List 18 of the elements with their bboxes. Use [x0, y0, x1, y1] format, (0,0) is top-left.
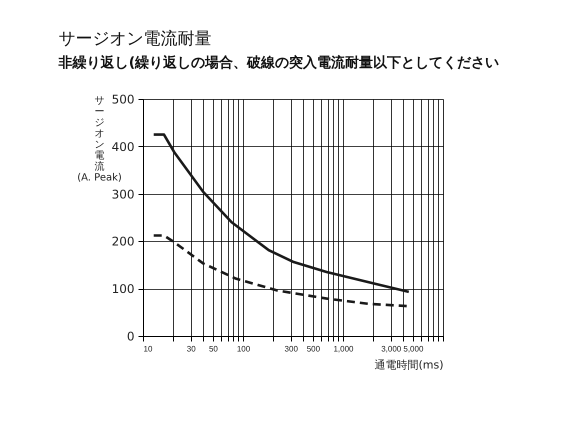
chart-subtitle: 非繰り返し(繰り返しの場合、破線の突入電流耐量以下としてください — [58, 54, 500, 71]
x-tick-label: 1,000 — [333, 344, 354, 354]
x-tick-label: 100 — [236, 344, 251, 354]
x-tick-label: 300 — [284, 344, 298, 354]
x-tick-label: 500 — [306, 344, 321, 354]
y-tick-label: 0 — [126, 330, 134, 344]
x-tick-label: 5,000 — [403, 344, 424, 354]
y-tick-label: 400 — [112, 140, 134, 154]
y-tick-label: 300 — [112, 187, 134, 202]
x-tick-label: 3,000 — [381, 344, 402, 354]
chart-title: サージオン電流耐量 — [58, 29, 212, 49]
y-tick-label: 100 — [112, 282, 134, 296]
y-tick-label: 500 — [112, 92, 134, 106]
x-tick-label: 50 — [208, 344, 218, 354]
x-axis-title: 通電時間(ms) — [374, 358, 444, 372]
x-tick-label: 10 — [144, 344, 153, 354]
y-tick-label: 200 — [112, 234, 134, 249]
x-tick-label: 30 — [186, 344, 196, 354]
